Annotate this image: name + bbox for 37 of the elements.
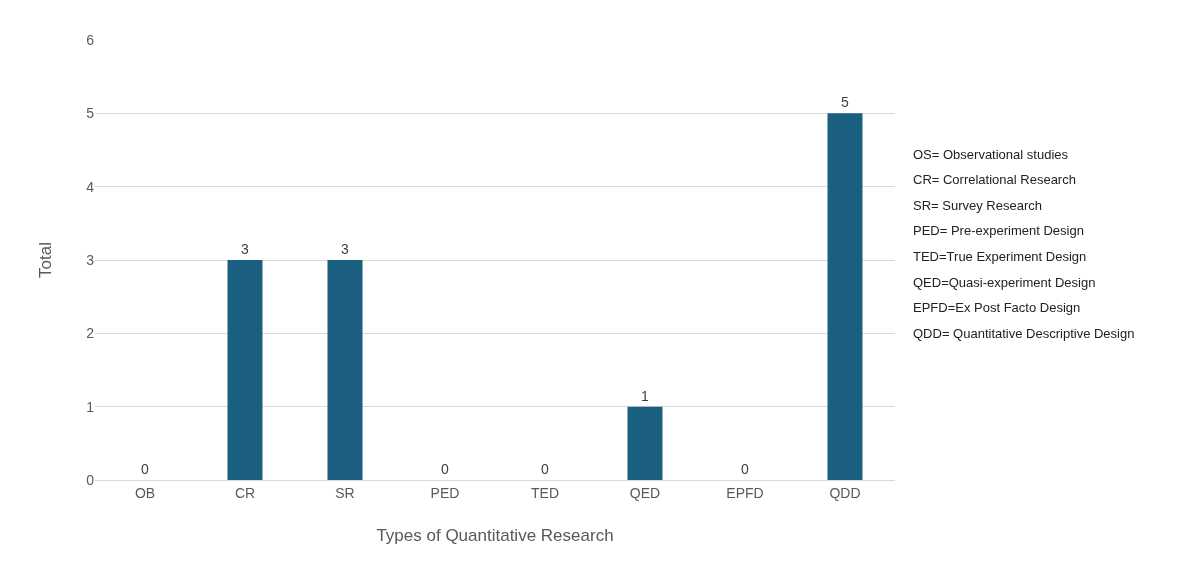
x-tick-label: PED	[430, 484, 460, 501]
x-tick-label: SR	[335, 484, 355, 501]
data-label: 1	[641, 387, 649, 404]
text: QED=Quasi-experiment Design	[913, 275, 1096, 290]
bar	[627, 406, 663, 480]
bar	[227, 260, 263, 480]
bar	[327, 260, 363, 480]
y-axis-title: Total	[36, 242, 55, 278]
x-tick-label: EPFD	[726, 484, 764, 501]
y-tick-label: 1	[86, 398, 95, 415]
text: SR= Survey Research	[913, 198, 1042, 213]
x-tick-label: CR	[234, 484, 256, 501]
x-tick-label: TED	[531, 484, 559, 501]
y-tick-label: 0	[86, 471, 95, 488]
y-tick-label: 3	[86, 251, 95, 268]
y-tick-label: 2	[86, 325, 95, 342]
data-label: 5	[841, 94, 849, 111]
data-label: 0	[441, 461, 449, 477]
text: EPFD=Ex Post Facto Design	[913, 300, 1081, 315]
data-label: 0	[741, 461, 749, 477]
x-tick-label: OB	[134, 484, 156, 501]
data-label: 3	[341, 241, 349, 257]
x-tick-label: QED	[629, 484, 661, 501]
y-tick-label: 4	[86, 178, 95, 195]
x-tick-label: QDD	[829, 484, 861, 501]
x-axis-title: Types of Quantitative Research	[376, 526, 614, 545]
text: TED=True Experiment Design	[913, 249, 1087, 264]
bar	[827, 113, 863, 480]
data-label: 0	[541, 461, 549, 477]
y-tick-label: 6	[86, 31, 95, 48]
text: CR= Correlational Research	[913, 172, 1076, 187]
data-label: 0	[141, 461, 149, 477]
data-label: 3	[241, 241, 249, 257]
y-tick-label: 5	[86, 105, 95, 122]
text: PED= Pre-experiment Design	[913, 223, 1084, 238]
text: OS= Observational studies	[913, 147, 1069, 162]
text: QDD= Quantitative Descriptive Design	[913, 326, 1135, 341]
